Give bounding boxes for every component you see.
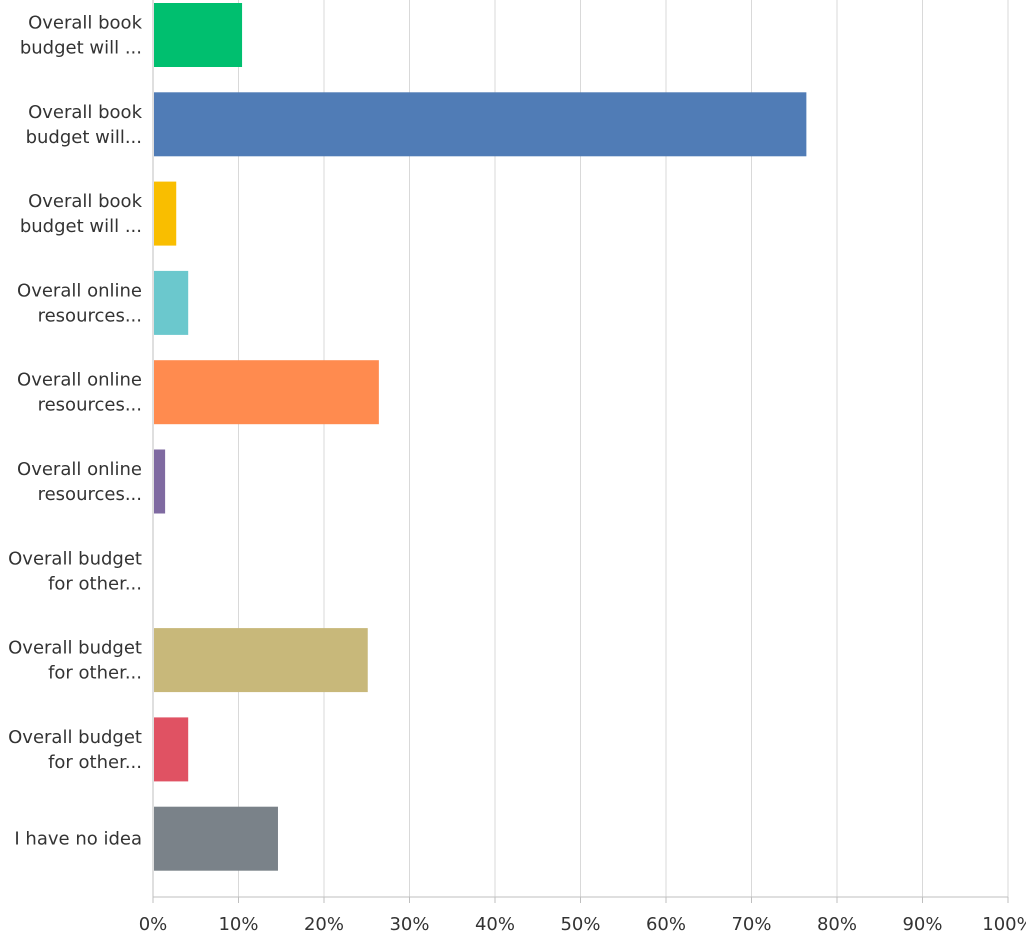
category-label: Overall online	[17, 280, 142, 301]
bar	[154, 449, 166, 514]
category-label: Overall budget	[8, 638, 142, 659]
x-tick-label: 60%	[646, 914, 686, 935]
bar	[154, 181, 177, 246]
x-tick-label: 70%	[731, 914, 771, 935]
tick-labels: 0% 10% 20% 30% 40% 50% 60% 70% 80% 90% 100%	[139, 914, 1026, 935]
category-label: Overall budget	[8, 727, 142, 748]
x-tick-label: 0%	[139, 914, 168, 935]
x-tick-label: 50%	[560, 914, 600, 935]
bar	[154, 806, 278, 871]
category-label: I have no idea	[14, 829, 142, 850]
category-label: Overall book	[28, 102, 143, 123]
bar	[154, 360, 379, 425]
category-labels: Overall book budget will ... Overall book b…	[8, 13, 142, 850]
bars	[154, 3, 807, 871]
category-label: for other...	[48, 752, 142, 773]
category-label: Overall budget	[8, 548, 142, 569]
x-tick-label: 10%	[218, 914, 258, 935]
bar	[154, 3, 243, 67]
category-label: budget will ...	[20, 216, 142, 237]
bar	[154, 92, 807, 157]
x-tick-label: 80%	[817, 914, 857, 935]
category-label: for other...	[48, 573, 142, 594]
category-label: resources...	[38, 305, 142, 326]
bar	[154, 717, 189, 782]
category-label: Overall book	[28, 13, 143, 34]
category-label: Overall online	[17, 459, 142, 480]
x-tick-label: 90%	[902, 914, 942, 935]
category-label: resources...	[38, 484, 142, 505]
category-label: resources...	[38, 395, 142, 416]
x-tick-label: 20%	[304, 914, 344, 935]
x-tick-label: 40%	[475, 914, 515, 935]
category-label: Overall online	[17, 370, 142, 391]
x-tick-label: 100%	[982, 914, 1026, 935]
category-label: budget will...	[26, 127, 142, 148]
axes	[152, 0, 1009, 903]
category-label: Overall book	[28, 191, 143, 212]
bar	[154, 270, 189, 335]
category-label: for other...	[48, 663, 142, 684]
x-tick-label: 30%	[389, 914, 429, 935]
bar	[154, 628, 368, 693]
category-label: budget will ...	[20, 38, 142, 59]
